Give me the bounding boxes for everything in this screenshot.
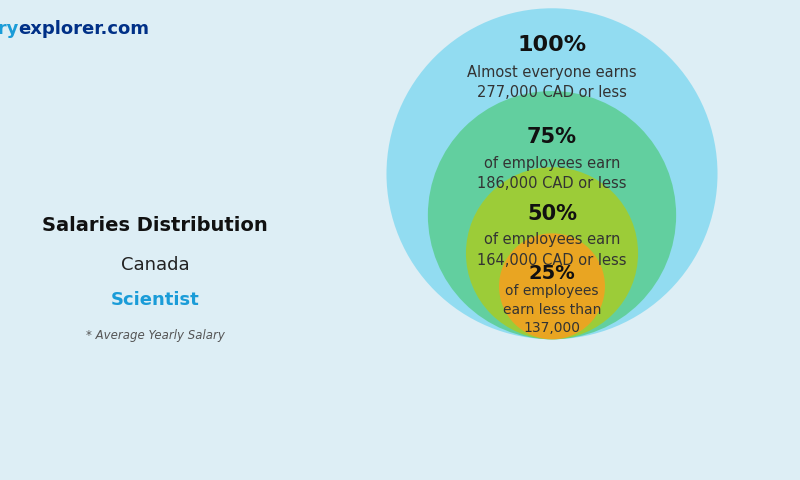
Text: Salaries Distribution: Salaries Distribution: [42, 216, 268, 235]
Text: of employees
earn less than
137,000: of employees earn less than 137,000: [503, 284, 601, 336]
Circle shape: [386, 8, 718, 339]
Text: Almost everyone earns
277,000 CAD or less: Almost everyone earns 277,000 CAD or les…: [467, 65, 637, 100]
Text: 25%: 25%: [529, 264, 575, 283]
Text: salary: salary: [0, 20, 18, 38]
Text: explorer.com: explorer.com: [18, 20, 149, 38]
Text: 100%: 100%: [518, 35, 586, 55]
Text: * Average Yearly Salary: * Average Yearly Salary: [86, 328, 225, 341]
Text: Scientist: Scientist: [110, 291, 199, 309]
Text: Canada: Canada: [121, 256, 190, 274]
Circle shape: [428, 91, 676, 339]
Text: of employees earn
186,000 CAD or less: of employees earn 186,000 CAD or less: [478, 156, 626, 192]
Text: 50%: 50%: [527, 204, 577, 224]
Text: of employees earn
164,000 CAD or less: of employees earn 164,000 CAD or less: [478, 232, 626, 268]
Text: 75%: 75%: [527, 127, 577, 147]
Circle shape: [466, 167, 638, 339]
Circle shape: [499, 233, 605, 339]
